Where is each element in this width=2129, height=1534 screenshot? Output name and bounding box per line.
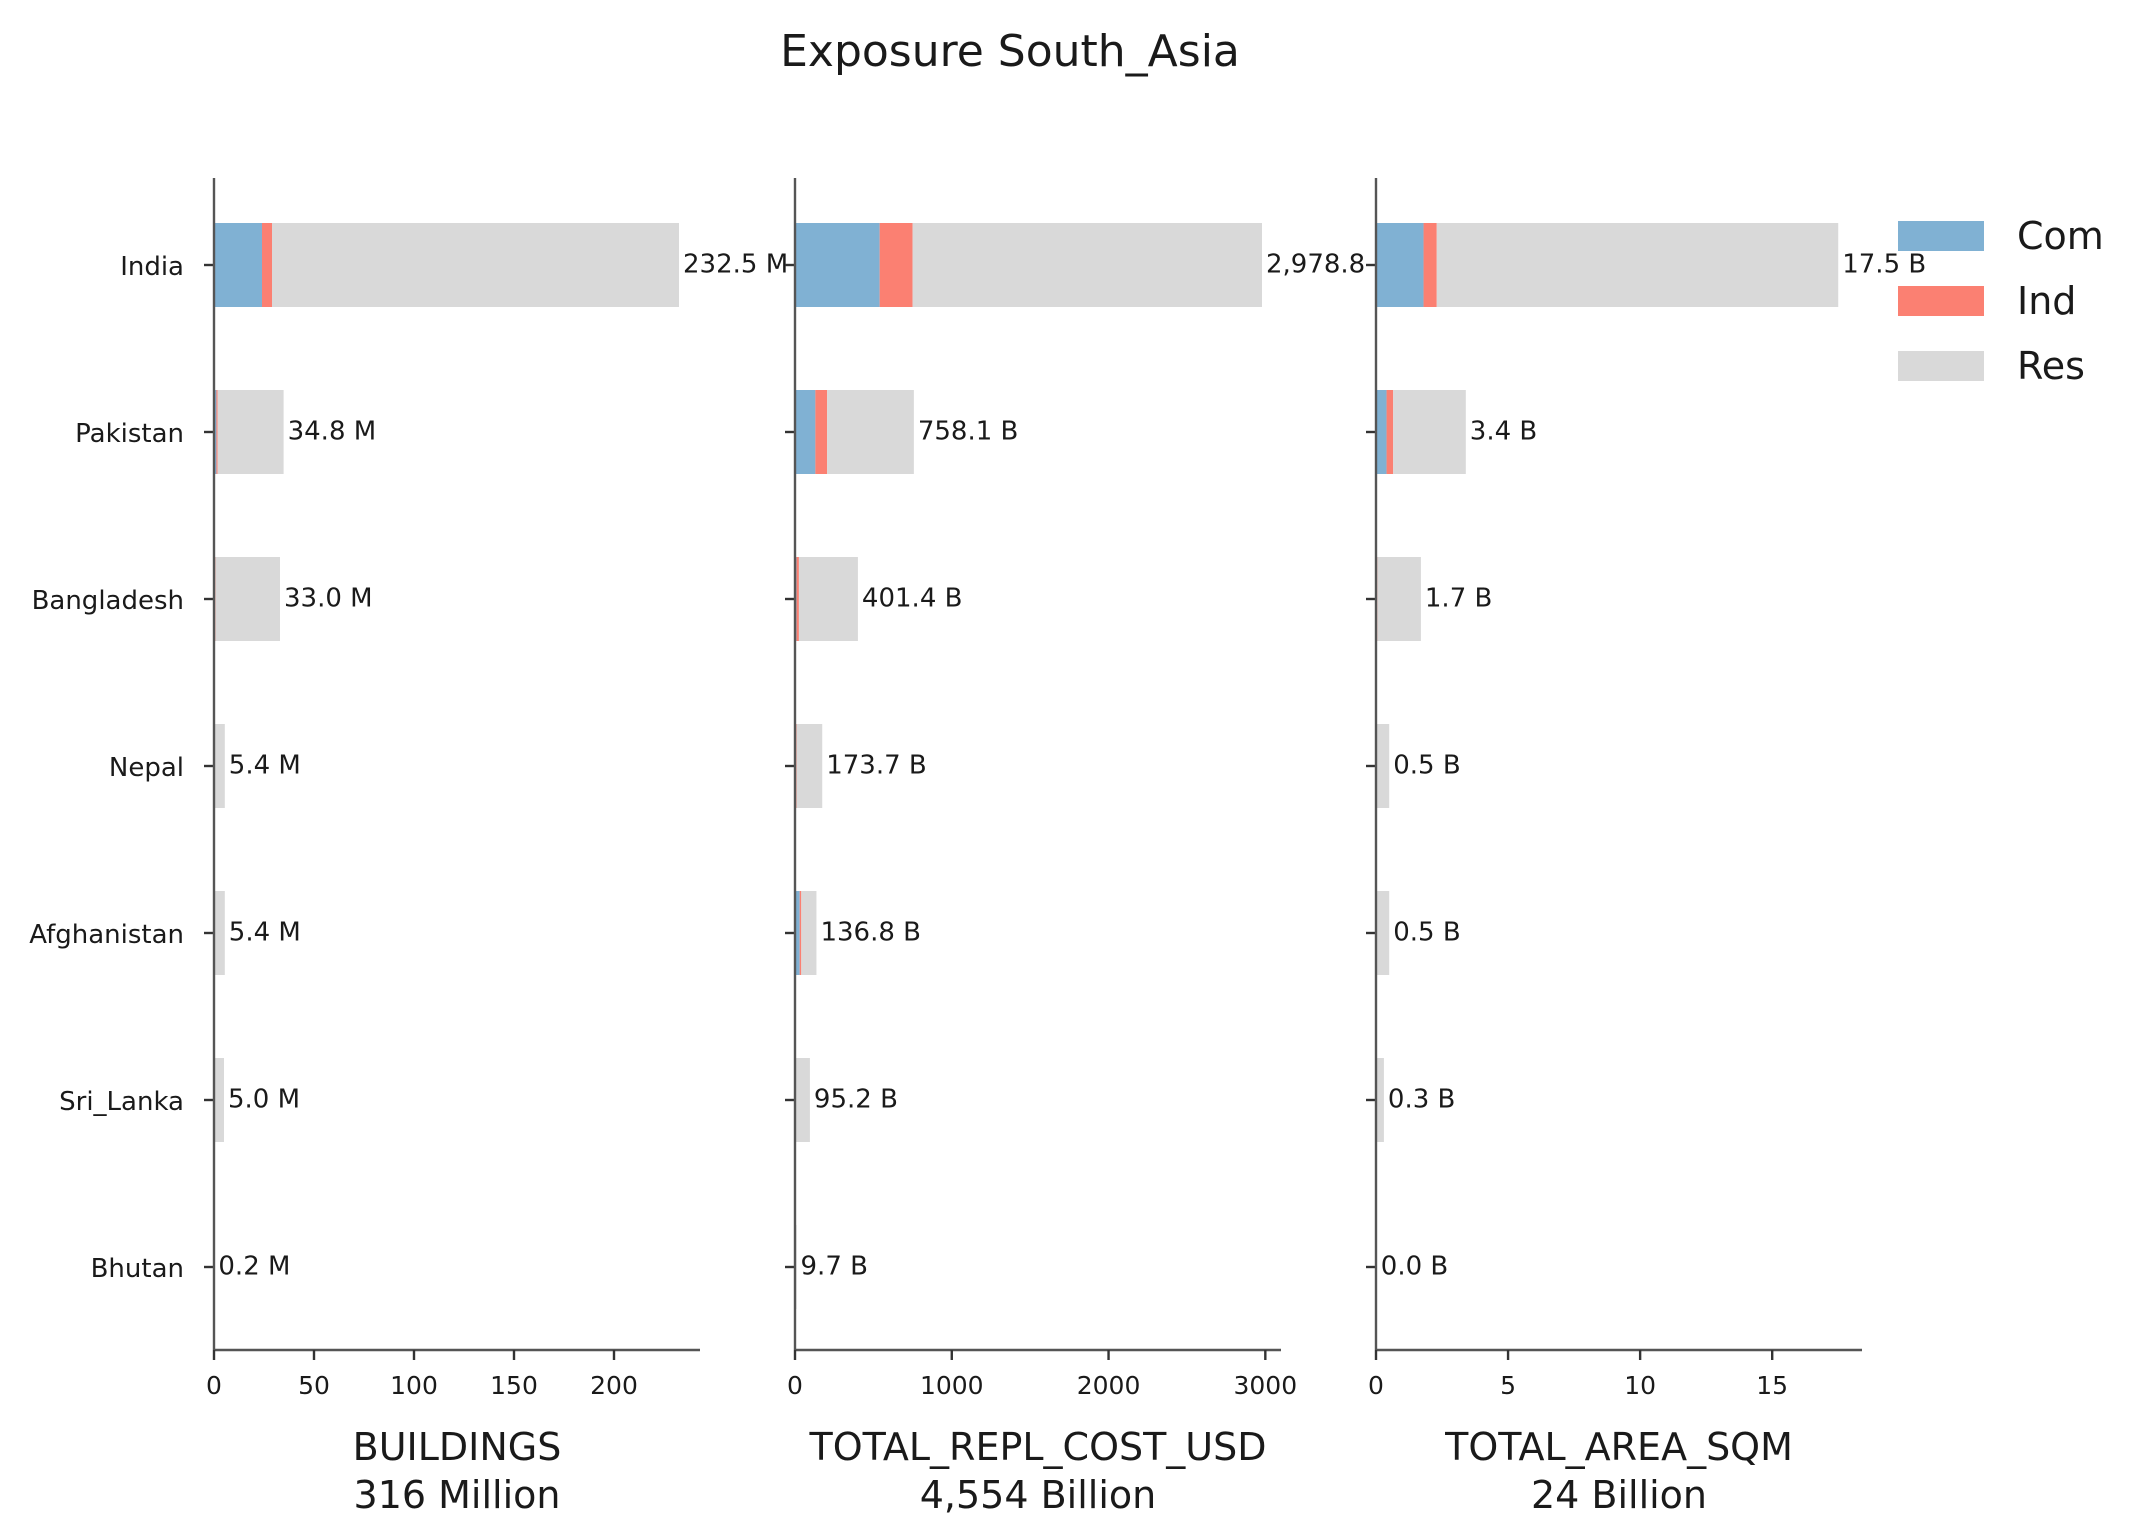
category-label-pakistan: Pakistan [75, 419, 184, 449]
total-label-afghanistan: 0.5 B [1393, 918, 1460, 948]
legend-item-res: Res [1898, 344, 2085, 388]
total-label-pakistan: 3.4 B [1470, 417, 1537, 447]
total-label-india: 17.5 B [1842, 250, 1926, 280]
bar-res-bangladesh [1377, 557, 1421, 641]
total-label-india: 232.5 M [683, 250, 788, 280]
bar-res-pakistan [217, 390, 284, 474]
total-label-sri_lanka: 95.2 B [814, 1085, 898, 1115]
bar-ind-bangladesh [796, 557, 799, 641]
x-tick-label: 10 [1624, 1371, 1656, 1400]
total-label-bangladesh: 401.4 B [862, 584, 963, 614]
category-label-bhutan: Bhutan [91, 1254, 184, 1284]
x-tick-label: 2000 [1077, 1371, 1141, 1400]
legend-item-com: Com [1898, 214, 2104, 258]
total-label-sri_lanka: 5.0 M [228, 1085, 300, 1115]
bar-res-bangladesh [798, 557, 858, 641]
panel-total-subtitle: 4,554 Billion [920, 1473, 1157, 1517]
bar-res-nepal [214, 724, 225, 808]
total-label-nepal: 173.7 B [826, 751, 927, 781]
bar-com-pakistan [795, 390, 816, 474]
panel-total-subtitle: 24 Billion [1531, 1473, 1707, 1517]
total-label-afghanistan: 5.4 M [229, 918, 301, 948]
bar-res-afghanistan [801, 891, 817, 975]
x-tick-label: 0 [1368, 1371, 1384, 1400]
legend-swatch [1898, 286, 1984, 316]
category-label-bangladesh: Bangladesh [32, 586, 184, 616]
total-label-sri_lanka: 0.3 B [1388, 1085, 1455, 1115]
panel-1: 232.5 M India 34.8 M Pakistan 33.0 M Banglade… [29, 178, 788, 1517]
bar-ind-pakistan [216, 390, 218, 474]
bar-res-bangladesh [215, 557, 280, 641]
bar-res-sri_lanka [795, 1058, 810, 1142]
x-tick-label: 0 [206, 1371, 222, 1400]
chart-panels: 232.5 M India 34.8 M Pakistan 33.0 M Banglade… [29, 178, 1926, 1517]
bar-ind-pakistan [815, 390, 828, 474]
bar-res-sri_lanka [1376, 1058, 1384, 1142]
bar-res-afghanistan [1377, 891, 1390, 975]
total-label-bangladesh: 33.0 M [284, 584, 373, 614]
bar-res-afghanistan [214, 891, 225, 975]
legend-item-ind: Ind [1898, 279, 2076, 323]
bar-com-pakistan [1376, 390, 1387, 474]
total-label-bangladesh: 1.7 B [1425, 584, 1492, 614]
bar-ind-india [262, 223, 272, 307]
category-label-nepal: Nepal [109, 753, 184, 783]
bar-res-pakistan [827, 390, 914, 474]
total-label-pakistan: 758.1 B [918, 417, 1019, 447]
bar-ind-india [879, 223, 913, 307]
category-label-afghanistan: Afghanistan [29, 920, 184, 950]
x-tick-label: 5 [1500, 1371, 1516, 1400]
x-tick-label: 3000 [1234, 1371, 1298, 1400]
bar-res-pakistan [1393, 390, 1466, 474]
bar-res-sri_lanka [214, 1058, 224, 1142]
bar-res-india [1436, 223, 1839, 307]
legend-label: Com [2017, 214, 2104, 258]
x-tick-label: 15 [1756, 1371, 1788, 1400]
bar-res-nepal [1376, 724, 1390, 808]
bar-com-india [214, 223, 262, 307]
category-label-sri_lanka: Sri_Lanka [59, 1087, 184, 1117]
chart-title: Exposure South_Asia [780, 26, 1240, 77]
bar-res-india [272, 223, 679, 307]
bar-ind-afghanistan [799, 891, 802, 975]
x-tick-label: 200 [590, 1371, 638, 1400]
total-label-bhutan: 0.2 M [218, 1252, 290, 1282]
panel-3: 17.5 B 3.4 B 1.7 B 0.5 B 0.5 B 0.3 B 0.0 B 0 5 10… [1366, 178, 1926, 1517]
x-tick-label: 50 [298, 1371, 330, 1400]
legend-swatch [1898, 221, 1984, 251]
total-label-afghanistan: 136.8 B [820, 918, 921, 948]
legend-label: Ind [2017, 279, 2076, 323]
bar-ind-pakistan [1386, 390, 1394, 474]
x-tick-label: 1000 [920, 1371, 984, 1400]
x-tick-label: 0 [787, 1371, 803, 1400]
x-axis-label: BUILDINGS [353, 1425, 562, 1469]
bar-com-india [795, 223, 880, 307]
total-label-pakistan: 34.8 M [288, 417, 377, 447]
bar-com-india [1376, 223, 1424, 307]
x-tick-label: 100 [390, 1371, 438, 1400]
bar-res-nepal [796, 724, 823, 808]
category-label-india: India [120, 252, 184, 282]
x-axis-label: TOTAL_AREA_SQM [1444, 1425, 1793, 1469]
total-label-bhutan: 0.0 B [1381, 1252, 1448, 1282]
legend-label: Res [2017, 344, 2085, 388]
panel-total-subtitle: 316 Million [354, 1473, 561, 1517]
legend: Com Ind Res [1898, 214, 2104, 388]
total-label-bhutan: 9.7 B [801, 1252, 868, 1282]
x-tick-label: 150 [490, 1371, 538, 1400]
bar-res-india [912, 223, 1262, 307]
total-label-nepal: 0.5 B [1393, 751, 1460, 781]
x-axis-label: TOTAL_REPL_COST_USD [808, 1425, 1266, 1469]
legend-swatch [1898, 351, 1984, 381]
bar-ind-india [1423, 223, 1437, 307]
total-label-nepal: 5.4 M [229, 751, 301, 781]
bar-com-afghanistan [795, 891, 800, 975]
